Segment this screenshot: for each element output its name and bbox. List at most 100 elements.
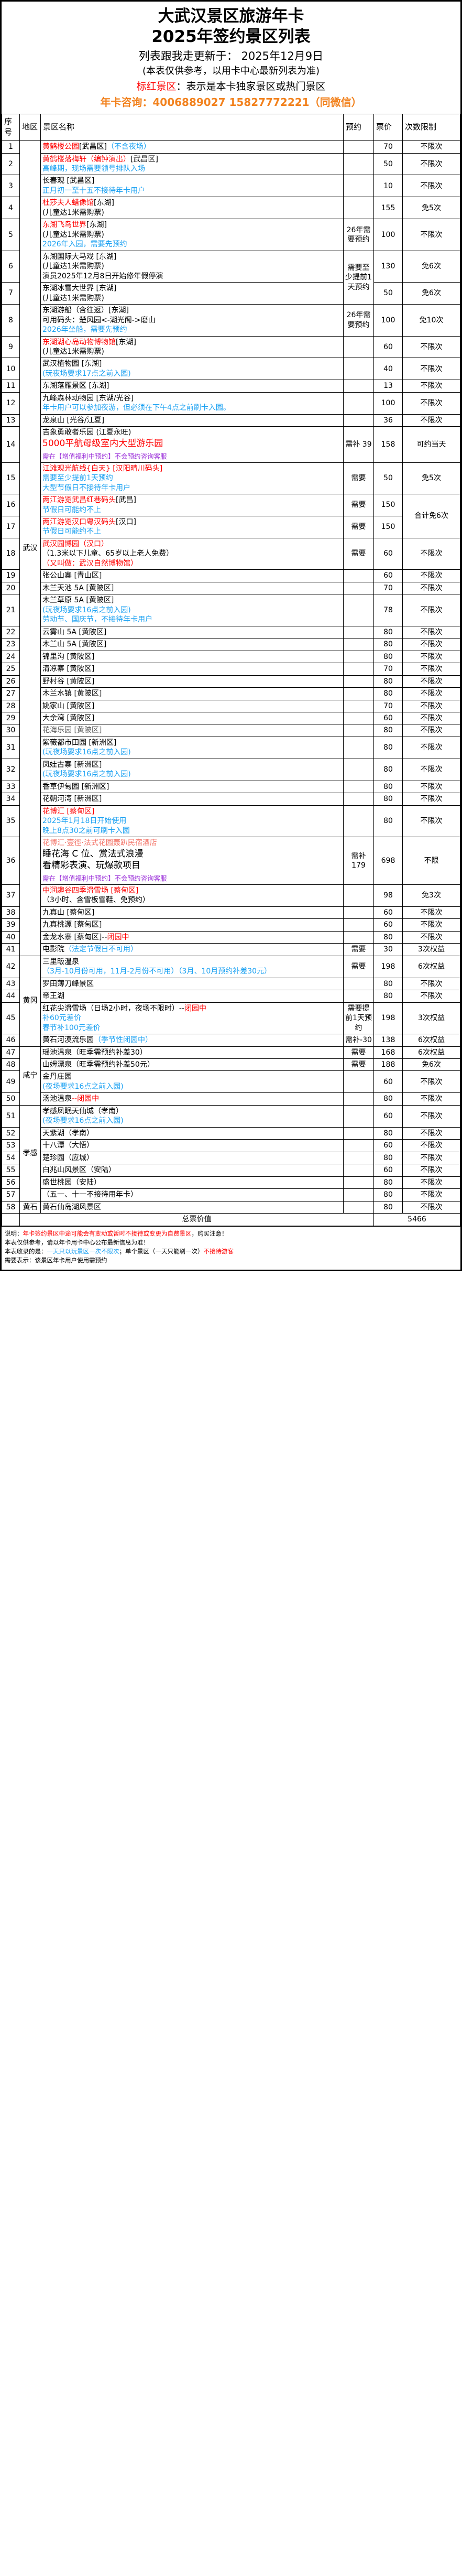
cell-no: 14 (2, 426, 20, 463)
cell-no: 56 (2, 1176, 20, 1189)
cell-reservation (343, 805, 374, 838)
table-row[interactable]: 47 咸宁 瑶池温泉（旺季需预约补差30） 需要 168 6次权益 (2, 1046, 460, 1106)
table-row[interactable]: 2 黄鹤楼落梅轩（编钟演出）[武昌区] 高峰期，现场需要领号排队入场 50 不限次 (2, 153, 460, 176)
cell-scenic-name: 汤池温泉--闭园中 (40, 1092, 344, 1106)
table-row[interactable]: 42 黄冈 三里畈温泉 （3月-10月份可用，11月-2月份不可用）（3月、10月预约… (2, 955, 460, 1047)
cell-scenic-name: 盛世桃园（安陆） (40, 1176, 344, 1189)
col-header-region: 地区 (19, 114, 41, 142)
table-row[interactable]: 22 云雾山 5A [黄陂区] 80 不限次 (2, 625, 460, 639)
table-row[interactable]: 31 紫薇都市田园 [新洲区] (玩夜场要求16点之前入园) 80 不限次 (2, 736, 460, 759)
table-row[interactable]: 33 香草伊甸园 [新洲区] 80 不限次 (2, 780, 460, 794)
table-row[interactable]: 48 山姆漂泉（旺季需预约补差50元） 需要 188 免6次 (2, 1058, 460, 1071)
table-row[interactable]: 32 凤娃古寨 [新洲区] (玩夜场要求16点之前入园) 80 不限次 (2, 758, 460, 781)
table-row[interactable]: 10 武汉植物园 [东湖] (玩夜场要求17点之前入园) 40 不限次 (2, 358, 460, 381)
cell-visit-limit: 免6次 (402, 282, 460, 305)
cell-region: 孝感 (19, 1105, 41, 1202)
scenic-note-blue: (玩夜场要求16点之前入园) (42, 748, 131, 757)
table-row[interactable]: 49 金丹庄园 (夜场要求16点之前入园) 60 不限次 (2, 1070, 460, 1094)
cell-price: 188 (373, 1058, 403, 1071)
table-row[interactable]: 46 黄石河漠流乐园（季节性闭园中） 需补-30 138 6次权益 (2, 1034, 460, 1047)
cell-scenic-name: 黄石河漠流乐园（季节性闭园中） (40, 1034, 344, 1047)
table-row[interactable]: 35 花博汇 [蔡甸区] 2025年1月18日开始使用 晚上8点30之前可刷卡入园 80… (2, 805, 460, 838)
cell-price: 30 (373, 943, 403, 956)
cell-scenic-name: 黄石仙岛湖风景区 (40, 1200, 344, 1214)
scenic-note-booking: 需在【增值福利中预约】不会预约咨询客服 (42, 452, 167, 461)
table-row[interactable]: 40 金龙水寨 [蔡甸区]--闭园中 80 不限次 (2, 930, 460, 944)
cell-visit-limit: 不限次 (402, 625, 460, 639)
table-row[interactable]: 29 大余湾 [黄陂区] 60 不限次 (2, 711, 460, 725)
table-row[interactable]: 16 两江游览武昌红巷码头[武昌] 节假日可能约不上 需要 150 合计免6次 (2, 494, 460, 538)
table-row[interactable]: 17 两江游览汉口粤汉码头[汉口] 节假日可能约不上 需要 150 (2, 516, 460, 538)
table-row[interactable]: 28 姚家山 [黄陂区] 70 不限次 (2, 699, 460, 712)
table-row[interactable]: 57 （五一、十一不接待用年卡） 80 不限次 (2, 1188, 460, 1202)
cell-price: 50 (373, 153, 403, 176)
table-row[interactable]: 24 锦里沟 [黄陂区] 80 不限次 (2, 650, 460, 664)
table-row[interactable]: 52 天紫湖（孝南） 80 不限次 (2, 1127, 460, 1140)
table-row[interactable]: 3 长春观 [武昌区] 正月初一至十五不接待年卡用户 10 不限次 (2, 175, 460, 198)
table-row[interactable]: 4 杜莎夫人蜡像馆[东湖] (儿童达1米需购票) 155 免5次 (2, 197, 460, 220)
cell-scenic-name: 花博汇 [蔡甸区] 2025年1月18日开始使用 晚上8点30之前可刷卡入园 (40, 805, 344, 838)
table-row[interactable]: 13 龙泉山 [光谷/江夏] 36 不限次 (2, 414, 460, 427)
table-row[interactable]: 56 盛世桃园（安陆） 80 不限次 (2, 1176, 460, 1189)
table-row[interactable]: 45 红花尖滑雪场（日场2小时，夜场不限时）--闭园中 补60元差价 春节补100元差… (2, 1002, 460, 1035)
cell-reservation (343, 1188, 374, 1202)
footer-notes: 说明：年卡签约景区中途可能会有变动或暂时不接待或变更为自费景区，购买注意！ 本表… (2, 1226, 460, 1270)
table-row[interactable]: 8 东湖游船（含往返）[东湖] 可用码头：楚风园<-湖光阁->磨山 2026年坐船，需… (2, 304, 460, 337)
cell-no: 6 (2, 250, 20, 283)
table-row[interactable]: 50 汤池温泉--闭园中 80 不限次 (2, 1092, 460, 1106)
cell-visit-limit: 不限次 (402, 1188, 460, 1202)
cell-scenic-name: 木兰山 5A [黄陂区] (40, 638, 344, 651)
scenic-name-plain: 木兰草原 5A [黄陂区] (42, 596, 114, 605)
cell-scenic-name: 云雾山 5A [黄陂区] (40, 625, 344, 639)
table-row[interactable]: 30 花海乐园 [黄陂区] 80 不限次 (2, 724, 460, 737)
cell-visit-limit: 不限次 (402, 805, 460, 838)
table-row[interactable]: 9 东湖湖心岛动物博物馆[东湖] (儿童达1米需购票) 60 不限次 (2, 335, 460, 359)
table-row[interactable]: 23 木兰山 5A [黄陂区] 80 不限次 (2, 638, 460, 651)
table-row[interactable]: 41 电影院（法定节假日不可用） 需要 30 3次权益 (2, 943, 460, 956)
table-row[interactable]: 39 九真桃源 [蔡甸区] 60 不限次 (2, 918, 460, 932)
table-row[interactable]: 11 东湖落雁景区 [东湖] 13 不限次 (2, 380, 460, 393)
table-row[interactable]: 20 木兰天池 5A [黄陂区] 70 不限次 (2, 581, 460, 595)
table-row[interactable]: 43 罗田薄刀峰景区 80 不限次 (2, 977, 460, 991)
cell-price: 155 (373, 197, 403, 220)
cell-visit-limit: 不限次 (402, 594, 460, 626)
table-row[interactable]: 55 白兆山风景区（安陆） 60 不限次 (2, 1164, 460, 1177)
table-row[interactable]: 26 野村谷 [黄陂区] 80 不限次 (2, 675, 460, 688)
cell-reservation (343, 594, 374, 626)
cell-visit-limit: 不限次 (402, 918, 460, 932)
table-row[interactable]: 53 十八潭（大悟） 60 不限次 (2, 1139, 460, 1152)
table-row[interactable]: 58 黄石 黄石仙岛湖风景区 80 不限次 (2, 1200, 460, 1214)
scenic-name: 帝王湖 (42, 991, 342, 1001)
table-row[interactable]: 12 九峰森林动物园 [东湖/光谷] 年卡用户可以参加夜游，但必须在下午4点之前刷卡… (2, 392, 460, 415)
table-row[interactable]: 37 中润趣谷四季滑雪场 [蔡甸区] （3小时、含雪板雪鞋、免预约） 98 免3次 (2, 884, 460, 907)
scenic-note-blue-2: 劳动节、国庆节，不接待年卡用户 (42, 615, 152, 624)
table-row[interactable]: 51 孝感 孝感凤眠天仙城（孝南） (夜场要求16点之前入园) 60 不限次 (2, 1105, 460, 1202)
cell-no: 52 (2, 1127, 20, 1140)
table-row[interactable]: 14 吉象勇敢者乐园 (江夏永旺) 5000平航母级室内大型游乐园 需在【增值福利中预… (2, 426, 460, 463)
table-row[interactable]: 34 花朝河湾 [新洲区] 80 不限次 (2, 793, 460, 806)
table-row[interactable]: 1 武汉 黄鹤楼公园[武昌区]（不含夜场） 70 不限次 (2, 140, 460, 956)
cell-visit-limit: 不限次 (402, 1176, 460, 1189)
table-row[interactable]: 44 帝王湖 80 不限次 (2, 990, 460, 1003)
cell-reservation: 需补-30 (343, 1034, 374, 1047)
scenic-name: （五一、十一不接待用年卡） (42, 1190, 342, 1199)
table-row[interactable]: 5 东湖飞鸟世界[东湖] (儿童达1米需购票) 2026年入园，需要先预约 26年需要预… (2, 219, 460, 251)
cell-reservation (343, 175, 374, 198)
cell-reservation (343, 906, 374, 919)
table-row[interactable]: 7 东湖冰雪大世界 [东湖] (儿童达1米需购票) 50 免6次 (2, 282, 460, 305)
table-row[interactable]: 25 清凉寨 [黄陂区] 70 不限次 (2, 663, 460, 676)
table-row[interactable]: 38 九真山 [蔡甸区] 60 不限次 (2, 906, 460, 919)
table-row[interactable]: 18 武汉园博园（汉口） （1.3米以下儿童、65岁以上老人免费） （又叫做：武汉自然… (2, 537, 460, 570)
table-row[interactable]: 15 江滩观光航线{白天} [汉阳晴川码头] 需要至少提前1天预约 大型节假日不接待年… (2, 462, 460, 495)
table-row[interactable]: 6 东湖国际大马戏 [东湖] (儿童达1米需购票) 演员2025年12月8日开始修年假… (2, 250, 460, 305)
table-row[interactable]: 54 楚珍园（应城） 80 不限次 (2, 1151, 460, 1165)
cell-no: 21 (2, 594, 20, 626)
scenic-name-salmon: 花博汇·壹徑·法式花园轰趴民宿酒店 (42, 839, 157, 848)
scenic-note-promo: 5000平航母级室内大型游乐园 (42, 438, 163, 449)
table-row[interactable]: 27 木兰水镇 [黄陂区] 80 不限次 (2, 687, 460, 700)
table-row[interactable]: 19 张公山寨 [青山区] 60 不限次 (2, 569, 460, 582)
scenic-note-blue: (夜场要求16点之前入园) (42, 1082, 124, 1091)
table-row[interactable]: 36 花博汇·壹徑·法式花园轰趴民宿酒店 睡花海 C 位、赏法式浪漫 看精彩表演、玩爆… (2, 837, 460, 885)
cell-reservation (343, 780, 374, 794)
table-row[interactable]: 21 木兰草原 5A [黄陂区] (玩夜场要求16点之前入园) 劳动节、国庆节，不接待… (2, 594, 460, 626)
